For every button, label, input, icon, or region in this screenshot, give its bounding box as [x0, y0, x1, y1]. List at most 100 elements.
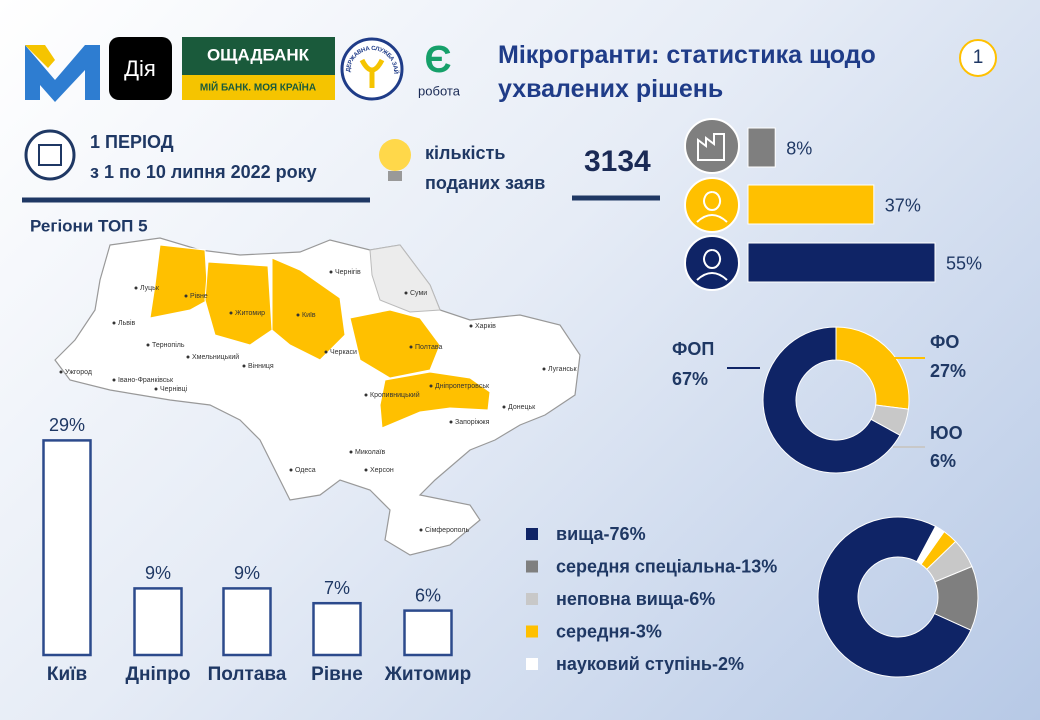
- category-label: Київ: [47, 664, 87, 685]
- map-city-label: Суми: [410, 290, 427, 297]
- chart-title: Регіони ТОП 5: [30, 216, 148, 235]
- category-label: Рівне: [311, 664, 363, 685]
- map-city-label: Вінниця: [248, 362, 274, 370]
- donut-segment: [835, 326, 910, 410]
- calendar-icon-body: [38, 144, 62, 166]
- map-city-dot: [112, 321, 116, 325]
- map-city-label: Хмельницький: [192, 353, 239, 361]
- period-label: 1 ПЕРІОД: [90, 132, 174, 152]
- map-city-dot: [229, 311, 233, 315]
- logo-mv: [25, 45, 100, 102]
- map-city-dot: [154, 387, 158, 391]
- map-region-kyiv: [271, 257, 346, 361]
- logo-robota-text: робота: [418, 83, 461, 98]
- legend-swatch: [526, 593, 538, 605]
- map-city-label: Одеса: [295, 467, 316, 474]
- bar: [747, 127, 776, 168]
- value-label: 7%: [324, 578, 350, 598]
- map-city-label: Чернівці: [160, 385, 188, 393]
- donut-category-label: ФОП: [672, 339, 714, 359]
- map-city-label: Херсон: [370, 467, 394, 474]
- map-city-dot: [349, 450, 353, 454]
- legend-swatch: [526, 528, 538, 540]
- map-city-dot: [242, 364, 246, 368]
- legend-label: середня спеціальна-13%: [556, 556, 777, 576]
- title: Мікрогранти: статистика щодо ухвалених р…: [498, 41, 876, 103]
- map-city-label: Рівне: [190, 292, 208, 300]
- bar: [133, 587, 183, 657]
- map-city-dot: [146, 343, 150, 347]
- map-city-dot: [184, 294, 188, 298]
- map-city-label: Харків: [475, 322, 496, 330]
- calendar-icon: [24, 129, 76, 181]
- value-label: 55%: [946, 253, 982, 273]
- map-city-label: Львів: [118, 319, 136, 327]
- man-icon: [684, 235, 740, 291]
- map-region-zhytomyr: [204, 261, 273, 346]
- map-city-label: Івано-Франківськ: [118, 376, 174, 384]
- map-region-dnipro: [379, 371, 491, 429]
- page-number: 1: [959, 39, 997, 77]
- map-city-label: Ужгород: [65, 369, 92, 376]
- value-label: 37%: [885, 195, 921, 215]
- map-city-dot: [134, 286, 138, 290]
- map-city-label: Сімферополь: [425, 526, 469, 534]
- donut-value-label: 27%: [930, 361, 966, 381]
- legend-label: науковий ступінь-2%: [556, 654, 744, 674]
- donut-category-label: ФО: [930, 332, 959, 352]
- map-city-dot: [324, 350, 328, 354]
- business-icon-shape: [697, 133, 725, 161]
- map-city-label: Полтава: [415, 344, 443, 351]
- legend-label: середня-3%: [556, 621, 662, 641]
- legend-swatch: [526, 658, 538, 670]
- logo-robota-mark: Є: [424, 39, 451, 81]
- legend-swatch: [526, 560, 538, 573]
- map-city-label: Запоріжжя: [455, 418, 490, 426]
- legend-label: вища-76%: [556, 524, 646, 544]
- logo-oschadbank-text: ОЩАДБАНК: [207, 45, 310, 64]
- value-label: 29%: [49, 415, 85, 435]
- donut-value-label: 67%: [672, 369, 708, 389]
- map-city-dot: [419, 528, 423, 532]
- map-region-rivne: [149, 244, 209, 319]
- logo-employment-figure: [359, 58, 385, 88]
- bar: [747, 242, 936, 283]
- map: [54, 237, 581, 556]
- map-city-dot: [364, 468, 368, 472]
- map-city-label: Черкаси: [330, 349, 357, 356]
- map-city-label: Луганськ: [548, 366, 577, 373]
- donut-segment: [916, 525, 945, 566]
- map-city-label: Донецьк: [508, 404, 536, 411]
- bar: [222, 587, 272, 657]
- bar: [403, 609, 453, 657]
- logo-diia-text: Дія: [124, 56, 156, 81]
- period-dates: з 1 по 10 липня 2022 року: [90, 162, 317, 182]
- map-city-dot: [329, 270, 333, 274]
- value-label: 9%: [234, 563, 260, 583]
- map-city-label: Київ: [302, 312, 316, 319]
- woman-icon: [684, 177, 740, 233]
- bulb-base: [388, 171, 402, 181]
- value-label: 6%: [415, 585, 441, 605]
- applications-label: кількість поданих заяв: [425, 143, 546, 193]
- bar: [42, 439, 92, 657]
- man-icon-shape: [696, 249, 728, 281]
- value-label: 8%: [786, 138, 812, 158]
- value-label: 9%: [145, 563, 171, 583]
- map-city-label: Кропивницький: [370, 391, 420, 399]
- donut-segment: [762, 326, 901, 474]
- map-city-dot: [449, 420, 453, 424]
- map-city-dot: [429, 384, 433, 388]
- map-city-dot: [364, 393, 368, 397]
- bar: [747, 184, 875, 225]
- map-city-label: Дніпропетровськ: [435, 382, 490, 390]
- legend-label: неповна вища-6%: [556, 589, 715, 609]
- logo-diia: [109, 37, 172, 100]
- applications-count: 3134: [584, 145, 651, 178]
- bar: [312, 601, 362, 657]
- category-label: Дніпро: [126, 664, 191, 685]
- category-label: Житомир: [384, 664, 472, 685]
- map-city-label: Тернопіль: [152, 341, 185, 349]
- map-city-dot: [289, 468, 293, 472]
